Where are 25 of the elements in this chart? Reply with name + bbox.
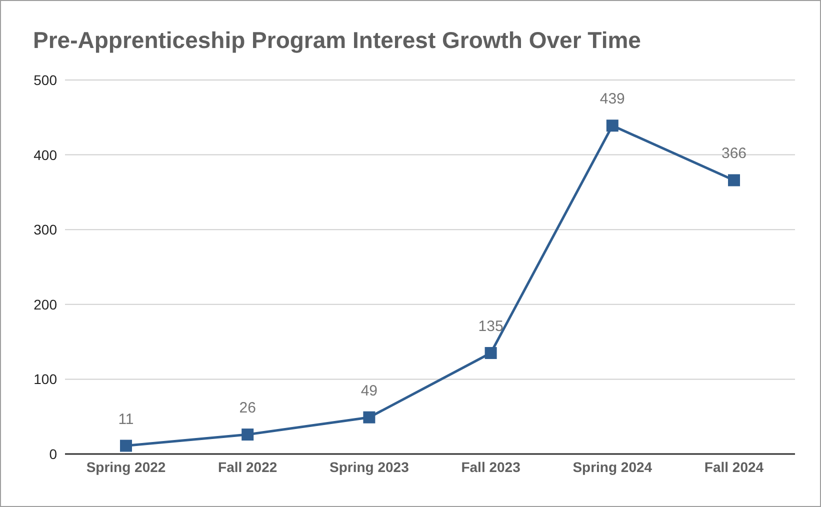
x-tick-label: Fall 2022 bbox=[218, 458, 278, 475]
x-tick-label: Fall 2023 bbox=[461, 458, 521, 475]
x-tick-label: Fall 2024 bbox=[704, 458, 764, 475]
point bbox=[484, 347, 497, 360]
data-label: 366 bbox=[721, 145, 747, 162]
data-label: 439 bbox=[600, 90, 625, 108]
y-tick-label: 0 bbox=[49, 446, 58, 462]
data-label: 49 bbox=[360, 382, 378, 400]
y-tick-label: 500 bbox=[34, 72, 58, 88]
data-label: 26 bbox=[239, 400, 256, 417]
point bbox=[606, 120, 618, 132]
x-tick-label: Spring 2024 bbox=[572, 458, 652, 475]
point bbox=[728, 174, 740, 186]
x-tick-label: Spring 2022 bbox=[86, 458, 166, 475]
point bbox=[363, 411, 376, 424]
point bbox=[242, 428, 254, 441]
point bbox=[120, 440, 132, 452]
y-tick-label: 300 bbox=[34, 222, 58, 238]
y-tick-label: 200 bbox=[34, 296, 58, 312]
data-label: 11 bbox=[118, 410, 134, 428]
y-tick-label: 400 bbox=[34, 146, 58, 163]
x-tick-label: Spring 2023 bbox=[330, 458, 410, 475]
y-tick-label: 100 bbox=[34, 371, 58, 388]
data-label: 135 bbox=[478, 318, 504, 336]
chart-title: Pre-Apprenticeship Program Interest Growth Over Time bbox=[33, 27, 641, 54]
